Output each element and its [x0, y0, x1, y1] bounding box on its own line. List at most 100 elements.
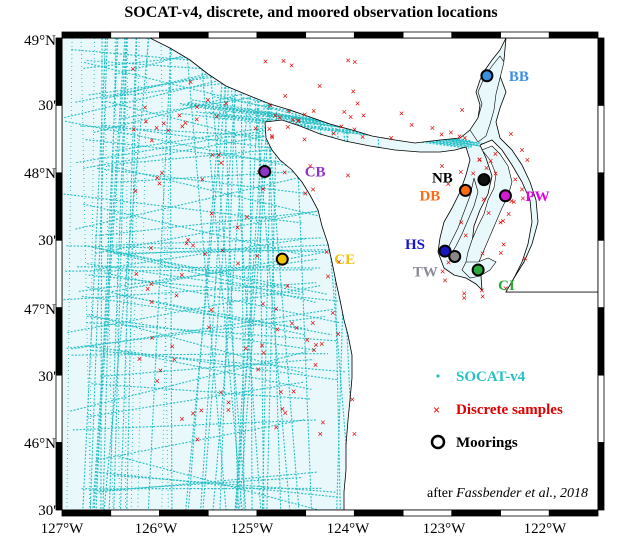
discrete-sample-marker: × [194, 114, 199, 124]
discrete-sample-marker: × [137, 354, 142, 364]
frame-bar [597, 172, 605, 241]
socat-track [66, 245, 349, 253]
mooring-label-db: DB [419, 188, 440, 204]
discrete-sample-marker: × [261, 348, 266, 358]
socat-track [200, 38, 233, 510]
socat-track [137, 38, 148, 510]
socat-track [64, 59, 305, 119]
socat-track [121, 294, 332, 336]
mooring-label-cb: CB [305, 165, 326, 181]
frame-bar [55, 374, 63, 443]
mooring-marker-nb [477, 173, 491, 187]
discrete-sample-marker: × [296, 116, 301, 126]
discrete-sample-marker: × [145, 284, 150, 294]
discrete-sample-marker: × [352, 57, 357, 67]
discrete-sample-marker: × [336, 257, 341, 267]
socat-track [95, 205, 346, 254]
discrete-sample-marker: × [520, 194, 525, 204]
map-frame [55, 31, 605, 517]
discrete-sample-marker: × [214, 112, 219, 122]
discrete-sample-marker: × [459, 105, 464, 115]
discrete-sample-marker: × [172, 355, 177, 365]
discrete-sample-marker: × [188, 77, 193, 87]
land-mainland-east [495, 38, 598, 293]
discrete-sample-marker: × [157, 179, 162, 189]
socat-track [261, 38, 274, 510]
discrete-sample-marker: × [159, 168, 164, 178]
discrete-sample-marker: × [218, 387, 223, 397]
socat-track [95, 238, 306, 271]
discrete-sample-marker: × [174, 291, 179, 301]
discrete-sample-marker: × [190, 241, 195, 251]
discrete-sample-marker: × [226, 405, 231, 415]
discrete-sample-marker: × [259, 341, 264, 351]
discrete-sample-marker: × [457, 131, 462, 141]
discrete-sample-marker: × [498, 217, 503, 227]
discrete-sample-marker: × [506, 209, 511, 219]
discrete-sample-marker: × [523, 254, 528, 264]
socat-track [235, 38, 262, 510]
discrete-sample-marker: × [350, 395, 355, 405]
discrete-sample-marker: × [339, 121, 344, 131]
discrete-sample-marker: × [311, 345, 316, 355]
discrete-sample-marker: × [525, 155, 530, 165]
discrete-sample-marker: × [440, 267, 445, 277]
frame-bar [500, 509, 550, 517]
map-title: SOCAT-v4, discrete, and moored observati… [124, 4, 498, 21]
discrete-sample-marker: × [519, 145, 524, 155]
discrete-sample-marker: × [202, 249, 207, 259]
discrete-sample-marker: × [274, 423, 279, 433]
frame-bar [353, 31, 404, 39]
legend-mooring-marker [430, 434, 446, 450]
socat-track [92, 38, 126, 510]
socat-track [80, 38, 92, 510]
frame-bar [110, 509, 160, 517]
discrete-sample-marker: × [199, 406, 204, 416]
lat-tick: 47°N [24, 302, 56, 318]
socat-track [78, 258, 318, 292]
discrete-sample-marker: × [184, 239, 189, 249]
discrete-sample-marker: × [399, 108, 404, 118]
socat-track [86, 263, 301, 295]
mooring-marker-hs [438, 244, 452, 258]
discrete-sample-marker: × [319, 339, 324, 349]
discrete-sample-marker: × [235, 259, 240, 269]
discrete-sample-marker: × [133, 186, 138, 196]
frame-bar [548, 31, 599, 39]
discrete-sample-marker: × [477, 155, 482, 165]
lon-tick: 122°W [524, 521, 567, 537]
discrete-sample-marker: × [458, 167, 463, 177]
lon-tick: 124°W [327, 521, 370, 537]
discrete-sample-marker: × [313, 360, 318, 370]
frame-bar [207, 31, 258, 39]
legend-mooring-label: Moorings [456, 435, 518, 451]
discrete-sample-marker: × [448, 128, 453, 138]
discrete-sample-marker: × [267, 124, 272, 134]
socat-track [91, 383, 312, 400]
legend-discrete-label: Discrete samples [456, 402, 563, 418]
discrete-sample-marker: × [154, 123, 159, 133]
discrete-sample-marker: × [360, 132, 365, 142]
mooring-label-ci: CI [498, 278, 515, 294]
discrete-sample-marker: × [324, 247, 329, 257]
frame-bar [207, 509, 258, 517]
discrete-sample-marker: × [205, 95, 210, 105]
discrete-sample-marker: × [335, 329, 340, 339]
discrete-sample-marker: × [508, 129, 513, 139]
lat-tick: 30' [38, 233, 56, 249]
discrete-sample-marker: × [209, 208, 214, 218]
discrete-sample-marker: × [154, 376, 159, 386]
mooring-label-ce: CE [334, 252, 355, 268]
discrete-sample-marker: × [166, 126, 171, 136]
lat-tick: 46°N [24, 436, 56, 452]
discrete-sample-marker: × [169, 342, 174, 352]
discrete-sample-marker: × [161, 119, 166, 129]
discrete-sample-marker: × [226, 397, 231, 407]
discrete-sample-marker: × [479, 285, 484, 295]
discrete-sample-marker: × [149, 136, 154, 146]
socat-track [126, 38, 138, 510]
discrete-sample-marker: × [268, 100, 273, 110]
socat-track [265, 38, 282, 510]
